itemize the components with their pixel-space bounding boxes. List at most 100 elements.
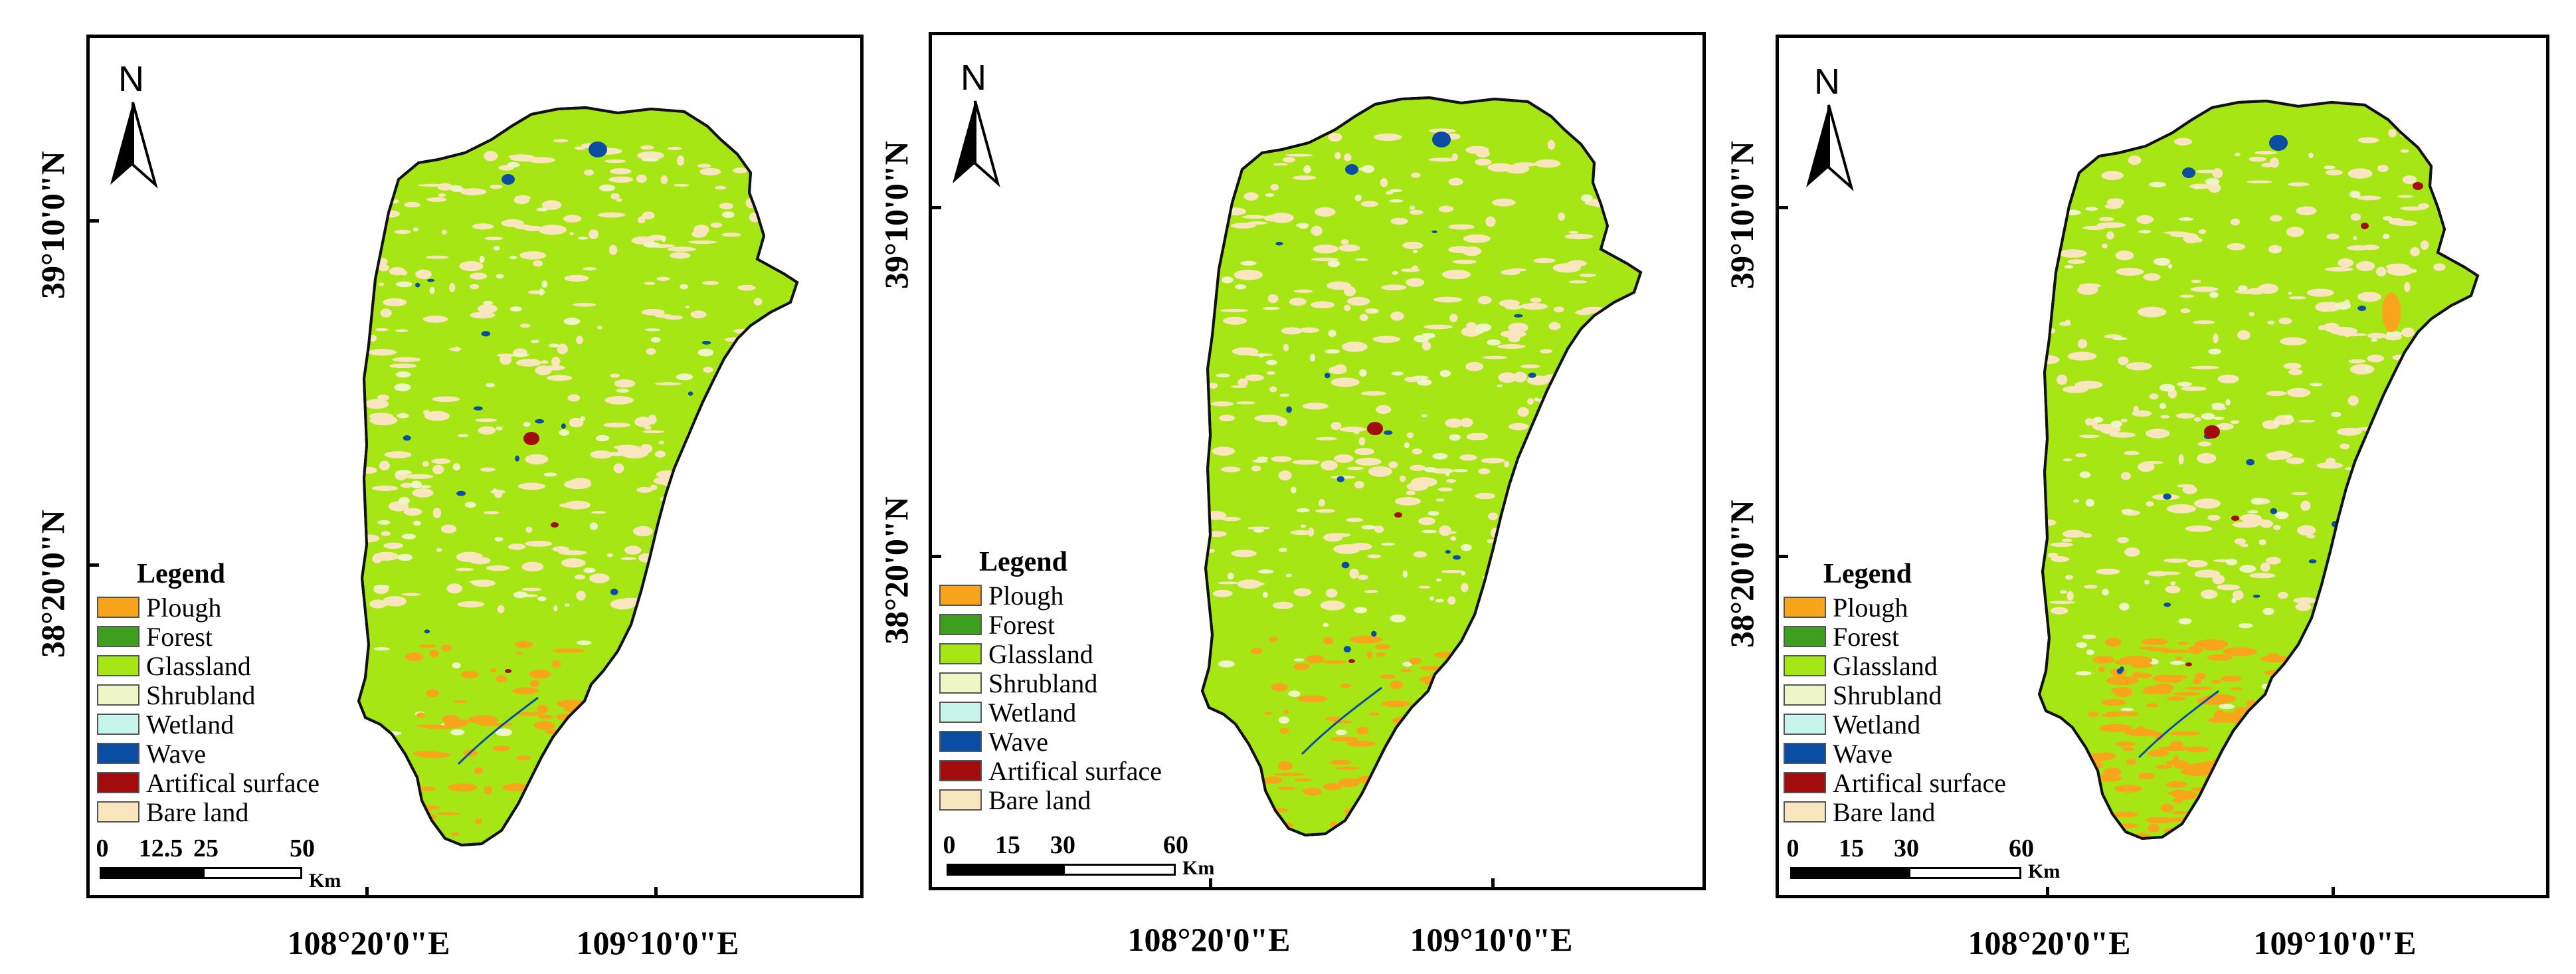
bare-land-patch xyxy=(1364,589,1378,593)
shrubland-patch xyxy=(644,328,661,332)
shrubland-patch xyxy=(1361,525,1376,530)
bare-land-patch xyxy=(2178,454,2184,465)
shrubland-patch xyxy=(1335,730,1347,735)
shrubland-patch xyxy=(721,211,735,219)
plough-patch xyxy=(1353,819,1362,825)
river-line xyxy=(1301,686,1382,755)
shrubland-patch xyxy=(2086,649,2094,655)
bare-land-patch xyxy=(1243,192,1259,201)
bare-land-patch xyxy=(604,159,626,163)
shrubland-patch xyxy=(373,647,391,651)
latitude-label: 39°10'0"N xyxy=(1723,141,1760,289)
plough-patch xyxy=(484,785,493,795)
bare-land-patch xyxy=(384,451,412,458)
north-arrow: N xyxy=(1802,61,1862,194)
scale-tick-label: 15 xyxy=(995,831,1020,859)
shrubland-patch xyxy=(399,299,404,306)
bare-land-patch xyxy=(2050,542,2073,547)
legend-item: Forest xyxy=(939,610,1162,640)
bare-land-patch xyxy=(2404,282,2411,292)
shrubland-patch xyxy=(2237,285,2248,291)
plough-patch xyxy=(2262,749,2269,752)
legend-swatch xyxy=(939,672,982,694)
bare-land-patch xyxy=(2357,292,2381,302)
bare-land-patch xyxy=(2138,306,2167,318)
shrubland-patch xyxy=(1435,498,1445,502)
bare-land-patch xyxy=(1547,140,1555,150)
shrubland-patch xyxy=(2177,381,2192,387)
bare-land-patch xyxy=(1221,516,1241,522)
bare-land-patch xyxy=(677,155,685,166)
shrubland-patch xyxy=(411,480,422,489)
shrubland-patch xyxy=(1445,471,1450,476)
map-panel-3: 39°10'0"N 38°20'0"N 108°20'0"E 109°10'0"… xyxy=(1691,0,2576,974)
scale-tick-label: 60 xyxy=(2009,834,2034,862)
bare-land-patch xyxy=(1465,146,1489,154)
bare-land-patch xyxy=(2411,367,2434,379)
shrubland-patch xyxy=(2284,414,2293,420)
bare-land-patch xyxy=(2110,432,2136,438)
plough-patch xyxy=(2276,694,2302,698)
lon-tick xyxy=(2332,887,2335,896)
legend-label: Plough xyxy=(146,592,222,623)
shrubland-patch xyxy=(553,605,558,612)
bare-land-patch xyxy=(1251,465,1261,472)
bare-land-patch xyxy=(1388,461,1398,468)
shrubland-patch xyxy=(536,207,549,212)
bare-land-patch xyxy=(699,435,715,445)
bare-land-patch xyxy=(2385,526,2415,532)
scale-tick-label: 30 xyxy=(1894,834,1919,862)
bare-land-patch xyxy=(389,363,417,369)
latitude-label: 38°20'0"N xyxy=(1723,500,1760,648)
bare-land-patch xyxy=(1591,578,1602,587)
shrubland-patch xyxy=(2390,505,2407,512)
plough-patch xyxy=(2173,692,2201,696)
bare-land-patch xyxy=(1447,596,1456,605)
water-patch xyxy=(2381,614,2390,618)
bare-land-patch xyxy=(2336,427,2362,436)
plough-patch xyxy=(2263,807,2296,812)
shrubland-patch xyxy=(2120,708,2134,712)
map-panel-2: 39°10'0"N 38°20'0"N 108°20'0"E 109°10'0"… xyxy=(844,0,1706,974)
legend-swatch xyxy=(939,789,982,811)
bare-land-patch xyxy=(2128,155,2142,165)
bare-land-patch xyxy=(2410,246,2420,256)
bare-land-patch xyxy=(2431,555,2451,564)
shrubland-patch xyxy=(2160,383,2175,392)
legend-label: Plough xyxy=(988,580,1064,611)
shrubland-patch xyxy=(630,704,637,710)
bare-land-patch xyxy=(1402,241,1424,249)
bare-land-patch xyxy=(1236,401,1256,405)
bare-land-patch xyxy=(2266,391,2287,397)
bare-land-patch xyxy=(2422,572,2450,581)
bare-land-patch xyxy=(2433,263,2446,271)
bare-land-patch xyxy=(513,196,529,205)
bare-land-patch xyxy=(1341,341,1368,352)
bare-land-patch xyxy=(490,490,506,494)
bare-land-patch xyxy=(2075,453,2087,458)
bare-land-patch xyxy=(367,349,397,356)
bare-land-patch xyxy=(1319,499,1325,507)
bare-land-patch xyxy=(1475,492,1496,500)
bare-land-patch xyxy=(478,426,496,435)
bare-land-patch xyxy=(376,212,384,221)
bare-land-patch xyxy=(2426,547,2446,553)
bare-land-patch xyxy=(1586,486,1606,493)
bare-land-patch xyxy=(610,373,620,378)
shrubland-patch xyxy=(1522,724,1538,730)
bare-land-patch xyxy=(1459,454,1477,461)
bare-land-patch xyxy=(1254,415,1283,423)
plough-patch xyxy=(1400,669,1412,673)
bare-land-patch xyxy=(1247,526,1271,530)
bare-land-patch xyxy=(2166,504,2196,514)
plough-patch xyxy=(1323,636,1334,645)
water-patch xyxy=(481,331,491,337)
bare-land-patch xyxy=(2044,210,2070,216)
bare-land-patch xyxy=(1562,427,1583,435)
north-arrow: N xyxy=(106,58,166,191)
bare-land-patch xyxy=(422,460,429,467)
bare-land-patch xyxy=(2386,594,2399,604)
shrubland-patch xyxy=(583,267,597,270)
lon-tick xyxy=(2046,887,2049,896)
lon-tick xyxy=(1209,878,1212,888)
